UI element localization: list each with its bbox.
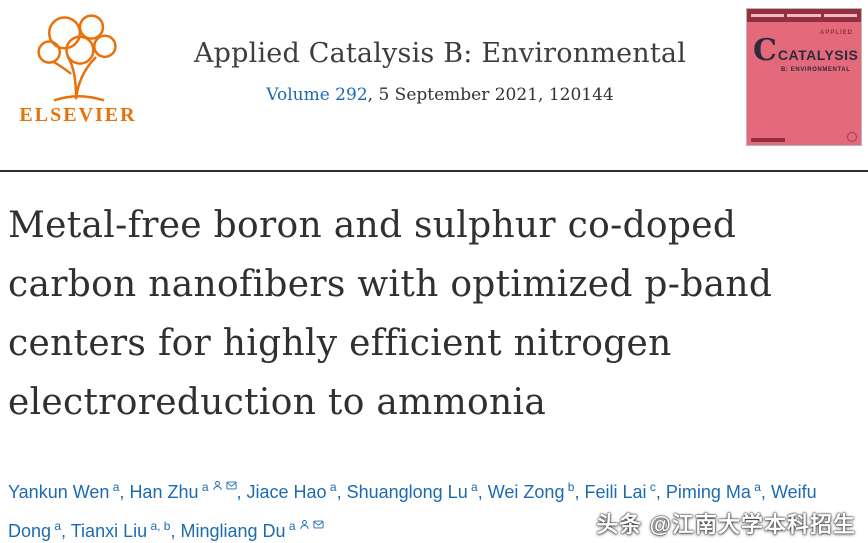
author-name: Han Zhu [129,482,199,502]
volume-link[interactable]: Volume 292 [266,85,368,105]
watermark: 头条 @江南大学本科招生 [596,512,856,537]
affiliation-superscript: b [564,480,575,494]
cover-title-row: C CATALYSIS [747,36,861,66]
affiliation-superscript: a [285,519,296,533]
author-link[interactable]: Feili Lai c [584,480,656,502]
cover-top-bar [747,9,861,22]
author-name: Feili Lai [584,482,647,502]
cover-logo-mark: C [753,33,777,68]
author-person-icon [299,517,310,534]
affiliation-superscript: a [750,480,761,494]
author-name: Weifu Dong [8,482,817,541]
journal-title-link[interactable]: Applied Catalysis B: Environmental [193,38,687,69]
author-name: Piming Ma [665,482,751,502]
corresponding-author-mail-icon[interactable] [225,478,237,495]
author-link[interactable]: Mingliang Du a [180,519,324,541]
affiliation-superscript: c [646,480,656,494]
author-separator: , [336,482,347,502]
author-link[interactable]: Jiace Hao a [246,480,337,502]
author-name: Jiace Hao [246,482,327,502]
journal-info: Applied Catalysis B: Environmental Volum… [150,38,730,105]
issue-info: , 5 September 2021, 120144 [367,85,614,105]
cover-applied-label: APPLIED [819,30,853,36]
elsevier-wordmark: ELSEVIER [19,104,137,126]
affiliation-superscript: a, b [147,519,171,533]
article-title-line: electroreduction to ammonia [8,382,547,423]
author-link[interactable]: Tianxi Liu a, b [70,519,171,541]
affiliation-superscript: a [51,519,62,533]
author-link[interactable]: Piming Ma a [665,480,761,502]
author-name: Wei Zong [487,482,565,502]
author-separator: , [61,521,71,541]
author-list: Yankun Wen a, Han Zhu a, Jiace Hao a, Sh… [8,470,864,543]
article-title-line: carbon nanofibers with optimized p-band [8,264,773,305]
affiliation-superscript: a [198,480,209,494]
cover-mini-tree-icon [847,132,857,142]
author-separator: , [574,482,585,502]
author-separator: , [236,482,247,502]
volume-issue-line: Volume 292, 5 September 2021, 120144 [150,85,730,105]
corresponding-author-mail-icon[interactable] [313,517,324,534]
cover-bottom-decor [747,129,861,145]
author-separator: , [760,482,771,502]
article-title-line: Metal-free boron and sulphur co-doped [8,205,737,246]
elsevier-logo[interactable]: ELSEVIER [10,6,146,127]
author-link[interactable]: Yankun Wen a [8,480,120,502]
author-person-icon [212,478,223,495]
author-separator: , [170,521,181,541]
author-separator: , [477,482,488,502]
author-link[interactable]: Wei Zong b [487,480,575,502]
author-name: Tianxi Liu [70,521,148,541]
affiliation-superscript: a [326,480,337,494]
author-separator: , [655,482,666,502]
author-name: Mingliang Du [180,521,286,541]
cover-bottom-bar [751,138,785,142]
author-name: Yankun Wen [8,482,110,502]
author-separator: , [119,482,130,502]
elsevier-tree-icon [37,14,117,102]
article-title-line: centers for highly efficient nitrogen [8,323,672,364]
cover-title: CATALYSIS [777,47,859,63]
author-name: Shuanglong Lu [346,482,468,502]
article-title: Metal-free boron and sulphur co-doped car… [8,196,864,432]
affiliation-superscript: a [467,480,478,494]
author-link[interactable]: Weifu Dong a [8,482,817,541]
author-link[interactable]: Shuanglong Lu a [346,480,478,502]
affiliation-superscript: a [109,480,120,494]
journal-cover-thumbnail[interactable]: APPLIED C CATALYSIS B: ENVIRONMENTAL [746,8,862,146]
author-link[interactable]: Han Zhu a [129,480,237,502]
header-divider [0,170,868,172]
cover-subtitle: B: ENVIRONMENTAL [781,67,851,73]
